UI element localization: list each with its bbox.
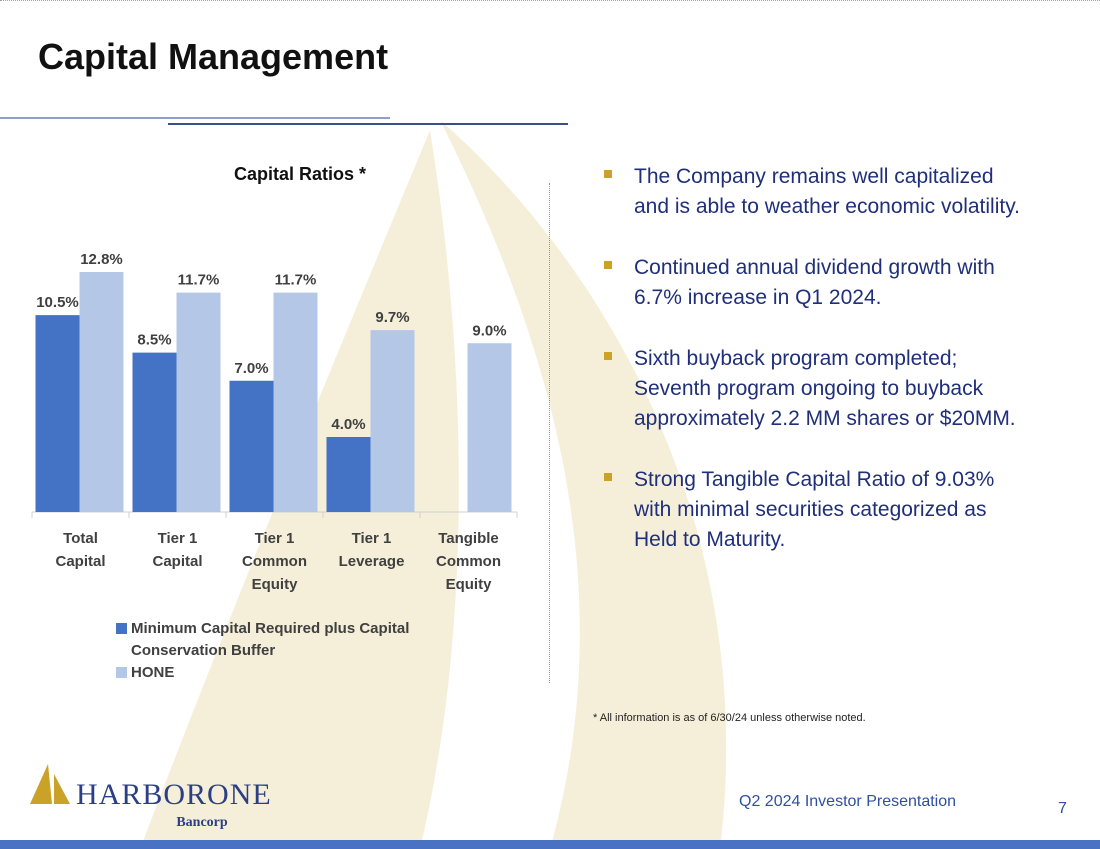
legend-label-hone: HONE (131, 664, 175, 681)
bar-hone (273, 292, 318, 512)
category-label: Tier 1 (158, 530, 198, 547)
logo-wordmark: HARBORONE (76, 778, 272, 811)
bullet-square-icon (604, 261, 612, 269)
title-underline-accent (168, 123, 568, 125)
vertical-divider (549, 183, 550, 683)
legend-swatch-minimum (116, 623, 127, 634)
category-label: Capital (152, 553, 202, 570)
bar-minimum (326, 437, 371, 512)
bullet-item: Continued annual dividend growth with 6.… (604, 253, 1024, 313)
category-label: Tier 1 (255, 530, 295, 547)
category-label: Common (436, 553, 501, 570)
bullet-text: Continued annual dividend growth with 6.… (634, 256, 995, 309)
bullet-square-icon (604, 170, 612, 178)
bar-hone (176, 292, 221, 512)
bullet-text: The Company remains well capitalized and… (634, 165, 1020, 218)
data-label: 7.0% (234, 360, 268, 377)
bar-hone (467, 343, 512, 512)
chart-legend: Minimum Capital Required plus Capital Co… (116, 618, 476, 684)
footer-label: Q2 2024 Investor Presentation (739, 793, 957, 810)
category-label: Tangible (438, 530, 499, 547)
bullet-item: The Company remains well capitalized and… (604, 162, 1024, 222)
bar-minimum (229, 380, 274, 512)
category-label: Equity (252, 576, 298, 593)
legend-item-hone: HONE (116, 662, 476, 684)
category-label: Common (242, 553, 307, 570)
data-label: 11.7% (275, 272, 317, 289)
bullet-item: Strong Tangible Capital Ratio of 9.03% w… (604, 465, 1024, 555)
data-label: 4.0% (331, 416, 365, 433)
logo-sail-icon-2 (54, 774, 70, 804)
bottom-accent-bar (0, 840, 1100, 849)
bar-hone (370, 330, 415, 512)
data-label: 9.7% (375, 309, 409, 326)
page-title: Capital Management (38, 36, 389, 77)
bullet-text: Strong Tangible Capital Ratio of 9.03% w… (634, 468, 995, 551)
bar-minimum (132, 352, 177, 512)
top-dotted-border (0, 0, 1100, 1)
category-label: Capital (55, 553, 105, 570)
footnote: * All information is as of 6/30/24 unles… (593, 712, 866, 724)
category-label: Equity (446, 576, 492, 593)
data-label: 10.5% (36, 294, 79, 311)
bullet-list: The Company remains well capitalized and… (604, 162, 1024, 586)
chart-title: Capital Ratios * (233, 164, 367, 184)
legend-item-minimum: Minimum Capital Required plus Capital Co… (116, 618, 476, 662)
bar-minimum (35, 315, 80, 512)
page-number: 7 (1058, 800, 1067, 817)
data-label: 8.5% (137, 332, 171, 349)
bar-hone (79, 272, 124, 512)
title-underline (0, 117, 390, 119)
bullet-text: Sixth buyback program completed; Seventh… (634, 347, 1016, 430)
legend-label-minimum: Minimum Capital Required plus Capital Co… (131, 620, 410, 659)
logo-subtitle: Bancorp (176, 815, 228, 830)
sail-shape-right (440, 120, 727, 849)
data-label: 12.8% (80, 251, 123, 268)
data-label: 9.0% (472, 322, 506, 339)
legend-swatch-hone (116, 667, 127, 678)
category-label: Leverage (339, 553, 405, 570)
bullet-square-icon (604, 352, 612, 360)
category-label: Total (63, 530, 98, 547)
harborone-logo: HARBORONE Bancorp (30, 764, 272, 830)
logo-sail-icon (30, 764, 52, 804)
bullet-item: Sixth buyback program completed; Seventh… (604, 344, 1024, 434)
category-label: Tier 1 (352, 530, 392, 547)
data-label: 11.7% (178, 272, 220, 289)
bullet-square-icon (604, 473, 612, 481)
